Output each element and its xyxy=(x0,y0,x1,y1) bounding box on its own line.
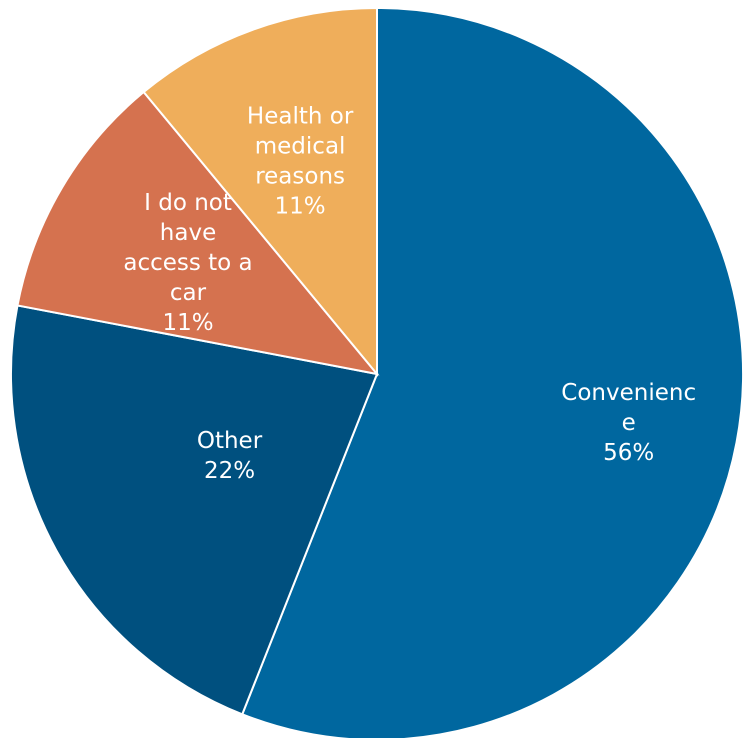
slice-category-label: access to a xyxy=(123,250,252,276)
slice-value-label: 56% xyxy=(603,440,654,466)
slice-value-label: 22% xyxy=(204,458,255,484)
pie-slice-1 xyxy=(10,304,379,716)
slice-category-label: reasons xyxy=(255,164,345,190)
slice-category-label: e xyxy=(622,410,636,436)
pie-slice-0 xyxy=(240,6,744,738)
slice-label-0: Convenienc e 56% xyxy=(561,380,696,466)
slice-category-label: Other xyxy=(197,428,263,454)
slice-label-1: Other 22% xyxy=(197,428,263,484)
pie-slice-2 xyxy=(16,90,380,376)
slice-category-label: Health or xyxy=(247,104,354,130)
slice-category-label: Convenienc xyxy=(561,380,696,406)
slice-category-label: car xyxy=(170,280,207,306)
slice-value-label: 11% xyxy=(275,194,326,220)
slice-label-2: I do not have access to a car 11% xyxy=(123,190,252,336)
slice-value-label: 11% xyxy=(162,310,213,336)
slice-category-label: medical xyxy=(255,134,346,160)
pie-slice-3 xyxy=(142,6,378,377)
slice-label-3: Health or medical reasons 11% xyxy=(247,104,354,220)
slice-category-label: have xyxy=(160,220,216,246)
slice-category-label: I do not xyxy=(144,190,232,216)
